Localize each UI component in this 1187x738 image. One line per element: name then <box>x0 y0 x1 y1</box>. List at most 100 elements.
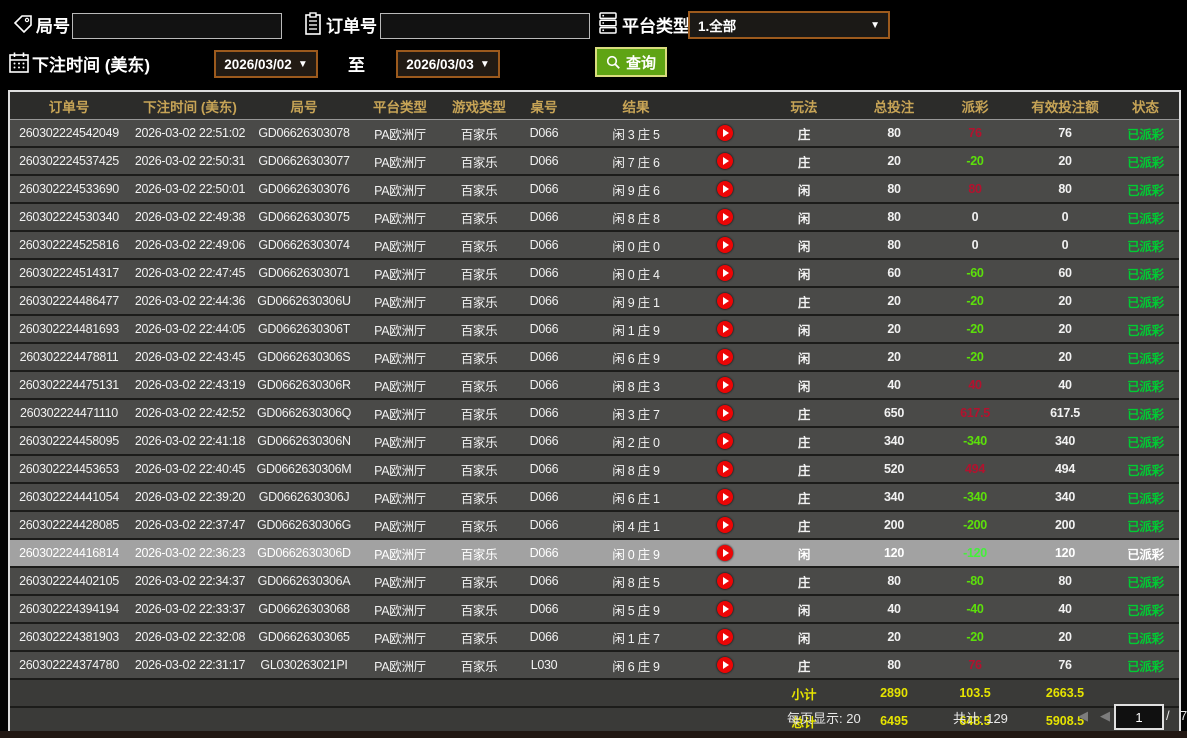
cell-total-bet: 340 <box>856 483 932 512</box>
platform-type-icon <box>597 11 619 35</box>
tag-icon <box>12 13 34 35</box>
cell-replay <box>698 539 752 568</box>
table-row[interactable]: 260302224471110 2026-03-02 22:42:52 GD06… <box>10 399 1179 428</box>
cell-payout: 76 <box>932 119 1018 148</box>
table-row[interactable]: 260302224525816 2026-03-02 22:49:06 GD06… <box>10 231 1179 260</box>
cell-bet-time: 2026-03-02 22:44:36 <box>128 287 252 316</box>
date-from-select[interactable]: 2026/03/02 ▼ <box>214 50 318 78</box>
table-row[interactable]: 260302224533690 2026-03-02 22:50:01 GD06… <box>10 175 1179 204</box>
table-row[interactable]: 260302224514317 2026-03-02 22:47:45 GD06… <box>10 259 1179 288</box>
replay-icon[interactable] <box>717 265 733 281</box>
first-page-icon[interactable]: ◀ <box>1078 708 1088 723</box>
replay-icon[interactable] <box>717 293 733 309</box>
cell-play: 闲 <box>752 259 856 288</box>
cell-status: 已派彩 <box>1112 651 1179 680</box>
cell-valid-bet: 340 <box>1018 427 1112 456</box>
replay-icon[interactable] <box>717 489 733 505</box>
prev-page-icon[interactable]: ◀ <box>1100 708 1110 723</box>
replay-icon[interactable] <box>717 461 733 477</box>
cell-platform: PA欧洲厅 <box>356 539 444 568</box>
clipboard-icon <box>303 12 323 36</box>
replay-icon[interactable] <box>717 517 733 533</box>
table-row[interactable]: 260302224428085 2026-03-02 22:37:47 GD06… <box>10 511 1179 540</box>
cell-bet-time: 2026-03-02 22:41:18 <box>128 427 252 456</box>
cell-round-no: GD0662630306U <box>252 287 356 316</box>
cell-platform: PA欧洲厅 <box>356 483 444 512</box>
cell-round-no: GD06626303076 <box>252 175 356 204</box>
table-row[interactable]: 260302224458095 2026-03-02 22:41:18 GD06… <box>10 427 1179 456</box>
cell-status: 已派彩 <box>1112 539 1179 568</box>
cell-table-no: D066 <box>514 371 574 400</box>
col-header-status: 状态 <box>1112 92 1179 120</box>
date-range-to-label: 至 <box>348 56 365 75</box>
table-row[interactable]: 260302224530340 2026-03-02 22:49:38 GD06… <box>10 203 1179 232</box>
cell-status: 已派彩 <box>1112 259 1179 288</box>
cell-result: 闲 8 庄 8 <box>574 203 698 232</box>
cell-game-type: 百家乐 <box>444 147 514 176</box>
cell-bet-time: 2026-03-02 22:43:45 <box>128 343 252 372</box>
query-button[interactable]: 查询 <box>595 47 668 77</box>
page-input[interactable] <box>1114 704 1164 730</box>
cell-bet-time: 2026-03-02 22:43:19 <box>128 371 252 400</box>
replay-icon[interactable] <box>717 433 733 449</box>
table-row[interactable]: 260302224416814 2026-03-02 22:36:23 GD06… <box>10 539 1179 568</box>
game-no-input[interactable] <box>72 13 282 39</box>
cell-total-bet: 60 <box>856 259 932 288</box>
cell-replay <box>698 259 752 288</box>
platform-select[interactable]: 1.全部 ▼ <box>688 11 890 39</box>
col-header-order-no: 订单号 <box>10 92 128 120</box>
table-row[interactable]: 260302224475131 2026-03-02 22:43:19 GD06… <box>10 371 1179 400</box>
table-row[interactable]: 260302224542049 2026-03-02 22:51:02 GD06… <box>10 119 1179 148</box>
replay-icon[interactable] <box>717 405 733 421</box>
cell-payout: -340 <box>932 483 1018 512</box>
table-row[interactable]: 260302224478811 2026-03-02 22:43:45 GD06… <box>10 343 1179 372</box>
cell-order-no: 260302224481693 <box>10 315 128 344</box>
cell-order-no: 260302224537425 <box>10 147 128 176</box>
cell-play: 庄 <box>752 567 856 596</box>
col-header-round-no: 局号 <box>252 92 356 120</box>
replay-icon[interactable] <box>717 321 733 337</box>
orders-tbody: 260302224542049 2026-03-02 22:51:02 GD06… <box>10 119 1179 680</box>
replay-icon[interactable] <box>717 657 733 673</box>
cell-game-type: 百家乐 <box>444 315 514 344</box>
cell-replay <box>698 287 752 316</box>
cell-valid-bet: 76 <box>1018 119 1112 148</box>
replay-icon[interactable] <box>717 181 733 197</box>
cell-table-no: D066 <box>514 595 574 624</box>
table-row[interactable]: 260302224441054 2026-03-02 22:39:20 GD06… <box>10 483 1179 512</box>
replay-icon[interactable] <box>717 349 733 365</box>
bet-time-label: 下注时间 (美东) <box>32 56 151 75</box>
table-row[interactable]: 260302224374780 2026-03-02 22:31:17 GL03… <box>10 651 1179 680</box>
table-row[interactable]: 260302224486477 2026-03-02 22:44:36 GD06… <box>10 287 1179 316</box>
cell-round-no: GD06626303068 <box>252 595 356 624</box>
order-no-input[interactable] <box>380 13 590 39</box>
replay-icon[interactable] <box>717 545 733 561</box>
replay-icon[interactable] <box>717 573 733 589</box>
cell-replay <box>698 147 752 176</box>
cell-bet-time: 2026-03-02 22:31:17 <box>128 651 252 680</box>
replay-icon[interactable] <box>717 209 733 225</box>
cell-platform: PA欧洲厅 <box>356 287 444 316</box>
date-to-select[interactable]: 2026/03/03 ▼ <box>396 50 500 78</box>
table-row[interactable]: 260302224453653 2026-03-02 22:40:45 GD06… <box>10 455 1179 484</box>
page-separator: / <box>1166 708 1170 723</box>
cell-valid-bet: 40 <box>1018 371 1112 400</box>
replay-icon[interactable] <box>717 125 733 141</box>
replay-icon[interactable] <box>717 237 733 253</box>
replay-icon[interactable] <box>717 629 733 645</box>
search-icon <box>606 55 621 70</box>
replay-icon[interactable] <box>717 377 733 393</box>
cell-total-bet: 80 <box>856 651 932 680</box>
cell-bet-time: 2026-03-02 22:50:01 <box>128 175 252 204</box>
table-row[interactable]: 260302224402105 2026-03-02 22:34:37 GD06… <box>10 567 1179 596</box>
cell-result: 闲 4 庄 1 <box>574 511 698 540</box>
table-row[interactable]: 260302224537425 2026-03-02 22:50:31 GD06… <box>10 147 1179 176</box>
cell-result: 闲 8 庄 5 <box>574 567 698 596</box>
cell-game-type: 百家乐 <box>444 287 514 316</box>
replay-icon[interactable] <box>717 153 733 169</box>
cell-total-bet: 340 <box>856 427 932 456</box>
table-row[interactable]: 260302224394194 2026-03-02 22:33:37 GD06… <box>10 595 1179 624</box>
replay-icon[interactable] <box>717 601 733 617</box>
table-row[interactable]: 260302224381903 2026-03-02 22:32:08 GD06… <box>10 623 1179 652</box>
table-row[interactable]: 260302224481693 2026-03-02 22:44:05 GD06… <box>10 315 1179 344</box>
